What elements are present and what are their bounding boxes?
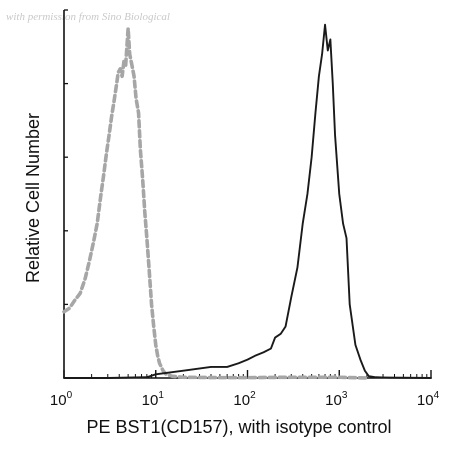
x-tick-label: 103 bbox=[325, 390, 348, 409]
series-line-1 bbox=[62, 26, 369, 380]
x-tick-base: 10 bbox=[142, 392, 159, 409]
x-tick-exponent: 4 bbox=[434, 390, 440, 401]
x-tick-label: 104 bbox=[417, 390, 440, 409]
series-line-2 bbox=[63, 23, 432, 379]
x-tick-exponent: 2 bbox=[250, 390, 256, 401]
x-tick-base: 10 bbox=[417, 392, 434, 409]
x-tick-base: 10 bbox=[50, 392, 67, 409]
series-group bbox=[62, 23, 432, 380]
x-tick-base: 10 bbox=[233, 392, 250, 409]
y-axis-label: Relative Cell Number bbox=[23, 113, 43, 283]
x-tick-exponent: 1 bbox=[158, 390, 164, 401]
watermark-text: with permission from Sino Biological bbox=[6, 11, 170, 23]
x-tick-label: 102 bbox=[233, 390, 256, 409]
axes: 100 101 102 103 104 bbox=[50, 9, 440, 409]
x-tick-exponent: 0 bbox=[67, 390, 73, 401]
x-tick-label: 101 bbox=[142, 390, 165, 409]
x-axis-label: PE BST1(CD157), with isotype control bbox=[86, 417, 391, 437]
x-tick-base: 10 bbox=[325, 392, 342, 409]
x-tick-exponent: 3 bbox=[342, 390, 348, 401]
x-tick-label: 100 bbox=[50, 390, 73, 409]
